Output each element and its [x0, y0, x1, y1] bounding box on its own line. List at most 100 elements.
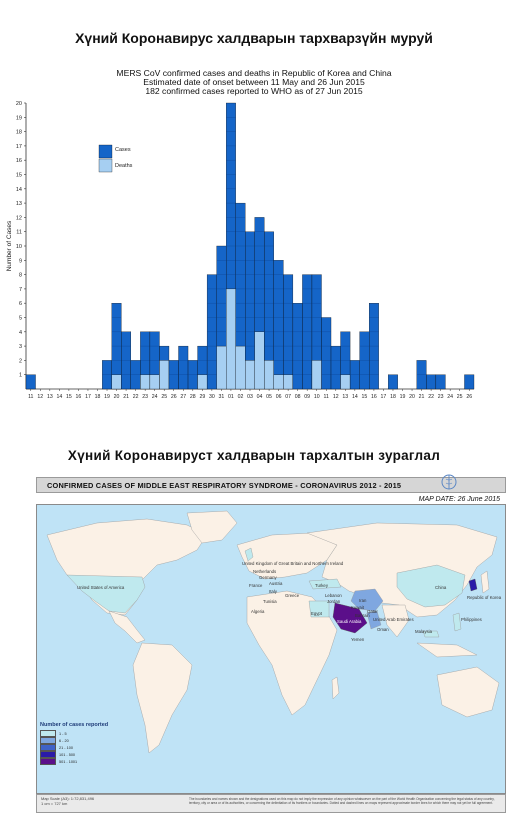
label-germany: Germany	[259, 575, 277, 580]
label-yemen: Yemen	[351, 637, 365, 642]
world-map: United States of America United Kingdom …	[36, 504, 506, 794]
x-tick-label: 01	[228, 394, 234, 400]
world-map-svg	[46, 510, 500, 754]
legend-label: 21 - 100	[59, 745, 73, 750]
label-tunisia: Tunisia	[263, 599, 277, 604]
chart-heading: Хүний Коронавирус халдварын тархварзүйн …	[75, 30, 433, 46]
map-banner: CONFIRMED CASES OF MIDDLE EAST RESPIRATO…	[36, 477, 506, 493]
label-austria: Austria	[269, 581, 283, 586]
usa-shape	[66, 574, 146, 614]
x-tick-label: 29	[199, 394, 205, 400]
bar-deaths	[226, 288, 236, 390]
x-tick-label: 13	[342, 394, 348, 400]
label-jordan: Jordan	[327, 599, 341, 604]
x-tick-label: 23	[438, 394, 444, 400]
map-banner-title: CONFIRMED CASES OF MIDDLE EAST RESPIRATO…	[47, 481, 402, 490]
south-america-shape	[132, 642, 193, 754]
egypt-shape	[308, 600, 330, 618]
x-tick-label: 28	[190, 394, 196, 400]
y-tick-label: 16	[16, 158, 22, 164]
map-scale: Map Scale (A3): 1:72,831,496 1 cm = 727 …	[41, 796, 94, 806]
x-tick-label: 19	[400, 394, 406, 400]
legend-swatch-1	[40, 730, 56, 737]
china-shape	[396, 564, 466, 608]
x-tick-label: 05	[266, 394, 272, 400]
legend-label: 101 - 500	[59, 752, 76, 757]
bar-cases	[25, 374, 36, 390]
map-scale-line: 1 cm = 727 km	[41, 800, 68, 806]
australia-shape	[436, 666, 500, 718]
map-date: MAP DATE: 26 June 2015	[418, 496, 500, 503]
bar-deaths	[111, 374, 122, 390]
label-china: China	[435, 585, 447, 590]
x-tick-label: 07	[285, 394, 291, 400]
x-tick-label: 17	[381, 394, 387, 400]
x-tick-label: 21	[123, 394, 129, 400]
y-tick-label: 17	[16, 144, 22, 150]
x-tick-label: 20	[114, 394, 120, 400]
africa-shape	[246, 590, 338, 716]
map-disclaimer: The boundaries and names shown and the d…	[189, 797, 495, 805]
label-qatar: Qatar	[367, 609, 378, 614]
x-tick-label: 15	[361, 394, 367, 400]
who-logo	[441, 474, 457, 490]
legend-label-cases: Cases	[115, 147, 131, 153]
legend-swatch-cases	[98, 144, 113, 159]
bar-cases	[321, 317, 332, 390]
uk-shape	[244, 547, 254, 562]
y-tick-label: 15	[16, 173, 22, 179]
y-tick-label: 9	[19, 258, 22, 264]
x-tick-label: 23	[142, 394, 148, 400]
label-uae: United Arab Emirates	[373, 617, 414, 622]
uae-oman-shape	[366, 610, 382, 630]
label-netherlands: Netherlands	[253, 569, 277, 574]
legend-label: 501 - 1001	[59, 759, 78, 764]
x-tick-label: 26	[466, 394, 472, 400]
x-tick-label: 13	[47, 394, 53, 400]
y-tick-label: 20	[16, 101, 22, 107]
y-tick-label: 13	[16, 201, 22, 207]
x-tick-label: 10	[314, 394, 320, 400]
x-tick-label: 30	[209, 394, 215, 400]
x-tick-label: 26	[171, 394, 177, 400]
bar-cases	[426, 374, 437, 390]
bar-deaths	[159, 360, 170, 390]
y-tick-label: 7	[19, 287, 22, 293]
y-axis-label: Number of Cases	[6, 220, 13, 271]
label-usa: United States of America	[77, 585, 125, 590]
label-egypt: Egypt	[311, 611, 322, 616]
bar-deaths	[340, 374, 351, 390]
central-america-shape	[108, 610, 146, 644]
legend-swatch-5	[40, 758, 56, 765]
europe-shape	[236, 532, 338, 580]
x-tick-label: 22	[133, 394, 139, 400]
label-oman: Oman	[377, 627, 389, 632]
bar-deaths	[245, 360, 255, 390]
x-tick-label: 06	[276, 394, 282, 400]
x-tick-label: 12	[37, 394, 43, 400]
x-tick-label: 09	[304, 394, 310, 400]
map-heading: Хүний Коронавируст халдварын тархалтын з…	[67, 448, 441, 463]
chart-title-line-3: 182 confirmed cases reported to WHO as o…	[145, 86, 363, 96]
x-tick-label: 18	[95, 394, 101, 400]
bar-deaths	[235, 345, 246, 390]
label-philippines: Philippines	[461, 617, 482, 622]
label-malaysia: Malaysia	[415, 629, 432, 634]
y-tick-label: 18	[16, 130, 22, 136]
x-tick-label: 19	[104, 394, 110, 400]
turkey-shape	[308, 578, 342, 590]
malaysia-shape	[422, 630, 440, 638]
label-algeria: Algeria	[251, 609, 265, 614]
y-tick-label: 2	[19, 358, 22, 364]
y-tick-label: 4	[19, 330, 22, 336]
bar-cases	[330, 345, 341, 390]
bar-deaths	[216, 345, 227, 390]
legend-label: 1 - 5	[59, 731, 67, 736]
x-tick-label: 16	[371, 394, 377, 400]
x-tick-label: 11	[28, 394, 33, 400]
x-tick-label: 25	[457, 394, 463, 400]
legend-swatch-4	[40, 751, 56, 758]
y-tick-label: 3	[19, 344, 22, 350]
label-lebanon: Lebanon	[325, 593, 342, 598]
